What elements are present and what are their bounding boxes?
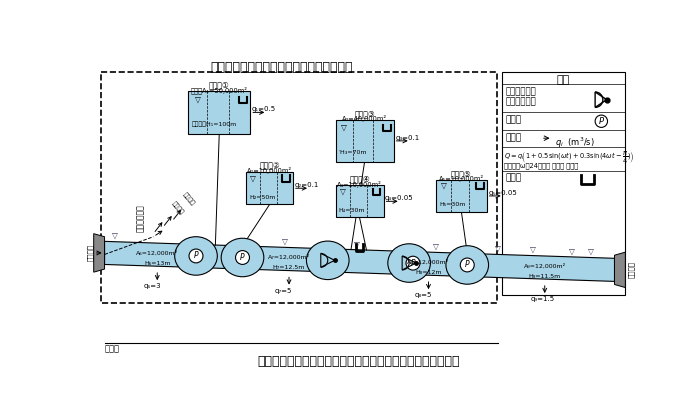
Text: q₅=0.05: q₅=0.05 (488, 190, 517, 196)
Text: ▽: ▽ (342, 123, 347, 132)
Text: P: P (194, 252, 198, 260)
Text: H₅=30m: H₅=30m (440, 202, 466, 207)
Text: 水面積A₁=50,000m²: 水面積A₁=50,000m² (190, 87, 248, 94)
Bar (335, 120, 393, 162)
Text: A₄=10,000m²: A₄=10,000m² (337, 181, 382, 187)
Text: A₂=10,000m²: A₂=10,000m² (247, 168, 292, 174)
Text: 分水工: 分水工 (505, 134, 522, 142)
Text: A₃=40,000m²: A₃=40,000m² (342, 115, 387, 122)
Text: ため池⑤: ため池⑤ (451, 169, 472, 178)
Text: P: P (411, 259, 415, 268)
Text: A₈=12,000m²: A₈=12,000m² (407, 260, 449, 265)
Text: $q_i$  (m$^3$/s): $q_i$ (m$^3$/s) (555, 135, 594, 150)
Text: P: P (598, 117, 604, 126)
Text: ポンプ: ポンプ (505, 115, 522, 124)
Text: 凡例: 凡例 (556, 75, 570, 85)
Text: 上流水位一定
制御のゲート: 上流水位一定 制御のゲート (505, 87, 536, 107)
Text: ▽: ▽ (195, 94, 200, 103)
Text: 連結を想定しているため池群（事業計画）: 連結を想定しているため池群（事業計画） (210, 61, 353, 74)
Text: ため池④: ため池④ (349, 174, 370, 184)
Text: 送水する: 送水する (182, 191, 196, 206)
Text: 水位境界: 水位境界 (628, 261, 634, 278)
Text: ▽: ▽ (354, 239, 360, 248)
Text: ただし、ωは24時間周 期の角 振動数: ただし、ωは24時間周 期の角 振動数 (504, 163, 578, 169)
Text: q₂=0.1: q₂=0.1 (295, 182, 318, 188)
Text: $Q=q_i\!\left(1+0.5\sin(\omega t)+0.3\sin(4\omega t-\dfrac{\pi}{4})\right)$: $Q=q_i\!\left(1+0.5\sin(\omega t)+0.3\si… (504, 150, 634, 166)
Polygon shape (94, 234, 104, 272)
Text: q₄=0.05: q₄=0.05 (385, 195, 414, 201)
Text: 水位境界: 水位境界 (88, 244, 94, 261)
Text: ▽: ▽ (496, 244, 501, 253)
Text: H₈=12m: H₈=12m (415, 270, 442, 275)
Text: A₅=10,000m²: A₅=10,000m² (439, 175, 484, 182)
Text: H₉=11.5m: H₉=11.5m (528, 274, 561, 279)
Text: A₆=12,000m²: A₆=12,000m² (136, 250, 178, 256)
Polygon shape (104, 241, 615, 281)
Text: q₈=5: q₈=5 (414, 292, 432, 298)
Circle shape (235, 251, 249, 265)
Text: ▽: ▽ (112, 231, 118, 240)
Bar (102, 72, 497, 303)
Text: ▽: ▽ (569, 247, 575, 255)
Text: H₇=12.5m: H₇=12.5m (273, 265, 305, 270)
Text: H₂=50m: H₂=50m (249, 195, 276, 200)
Text: パイプライン: パイプライン (136, 205, 145, 232)
Text: 基準面: 基準面 (104, 344, 120, 354)
Text: ため池②: ため池② (259, 161, 280, 170)
Text: 水面水位H₁=100m: 水面水位H₁=100m (191, 121, 237, 127)
Text: H₆=13m: H₆=13m (144, 261, 171, 266)
Text: ▽: ▽ (282, 237, 288, 246)
Ellipse shape (446, 246, 489, 284)
Bar (502, 72, 624, 295)
Text: q₁=0.5: q₁=0.5 (252, 106, 276, 112)
Text: 導水する: 導水する (172, 200, 185, 215)
Text: q₆=3: q₆=3 (144, 283, 161, 289)
Circle shape (189, 249, 203, 263)
Text: q₉=1.5: q₉=1.5 (531, 296, 555, 302)
Text: 図２　幹線送配水路と連結を想定している既存ため池群の例: 図２ 幹線送配水路と連結を想定している既存ため池群の例 (258, 354, 460, 368)
Ellipse shape (388, 244, 430, 282)
Text: q₇=5: q₇=5 (275, 288, 293, 294)
Text: ▽: ▽ (441, 181, 447, 190)
Text: ▽: ▽ (340, 186, 346, 195)
Circle shape (406, 256, 420, 270)
Circle shape (595, 115, 608, 127)
Text: ’H₃=70m: ’H₃=70m (339, 150, 367, 155)
Text: A₉=12,000m²: A₉=12,000m² (524, 263, 566, 269)
Text: ▽: ▽ (251, 173, 256, 182)
Text: ▽: ▽ (588, 247, 594, 256)
Text: H₄=30m: H₄=30m (339, 208, 365, 213)
Text: P: P (465, 260, 470, 270)
Bar (436, 180, 486, 212)
Ellipse shape (307, 241, 349, 280)
Text: ▽: ▽ (530, 245, 536, 254)
Text: A₇=12,000m²: A₇=12,000m² (268, 255, 310, 260)
Circle shape (461, 258, 474, 272)
Text: P: P (240, 253, 245, 262)
Bar (246, 172, 293, 205)
Ellipse shape (175, 237, 217, 275)
Text: ため池①: ため池① (209, 80, 230, 89)
Text: 余水吐: 余水吐 (505, 173, 522, 183)
Polygon shape (615, 252, 625, 288)
Ellipse shape (221, 238, 264, 277)
Text: ▽: ▽ (433, 242, 439, 251)
Bar (335, 185, 384, 218)
Text: ため池③: ため池③ (354, 109, 375, 118)
Bar (188, 91, 251, 134)
Text: q₃=0.1: q₃=0.1 (395, 135, 419, 141)
